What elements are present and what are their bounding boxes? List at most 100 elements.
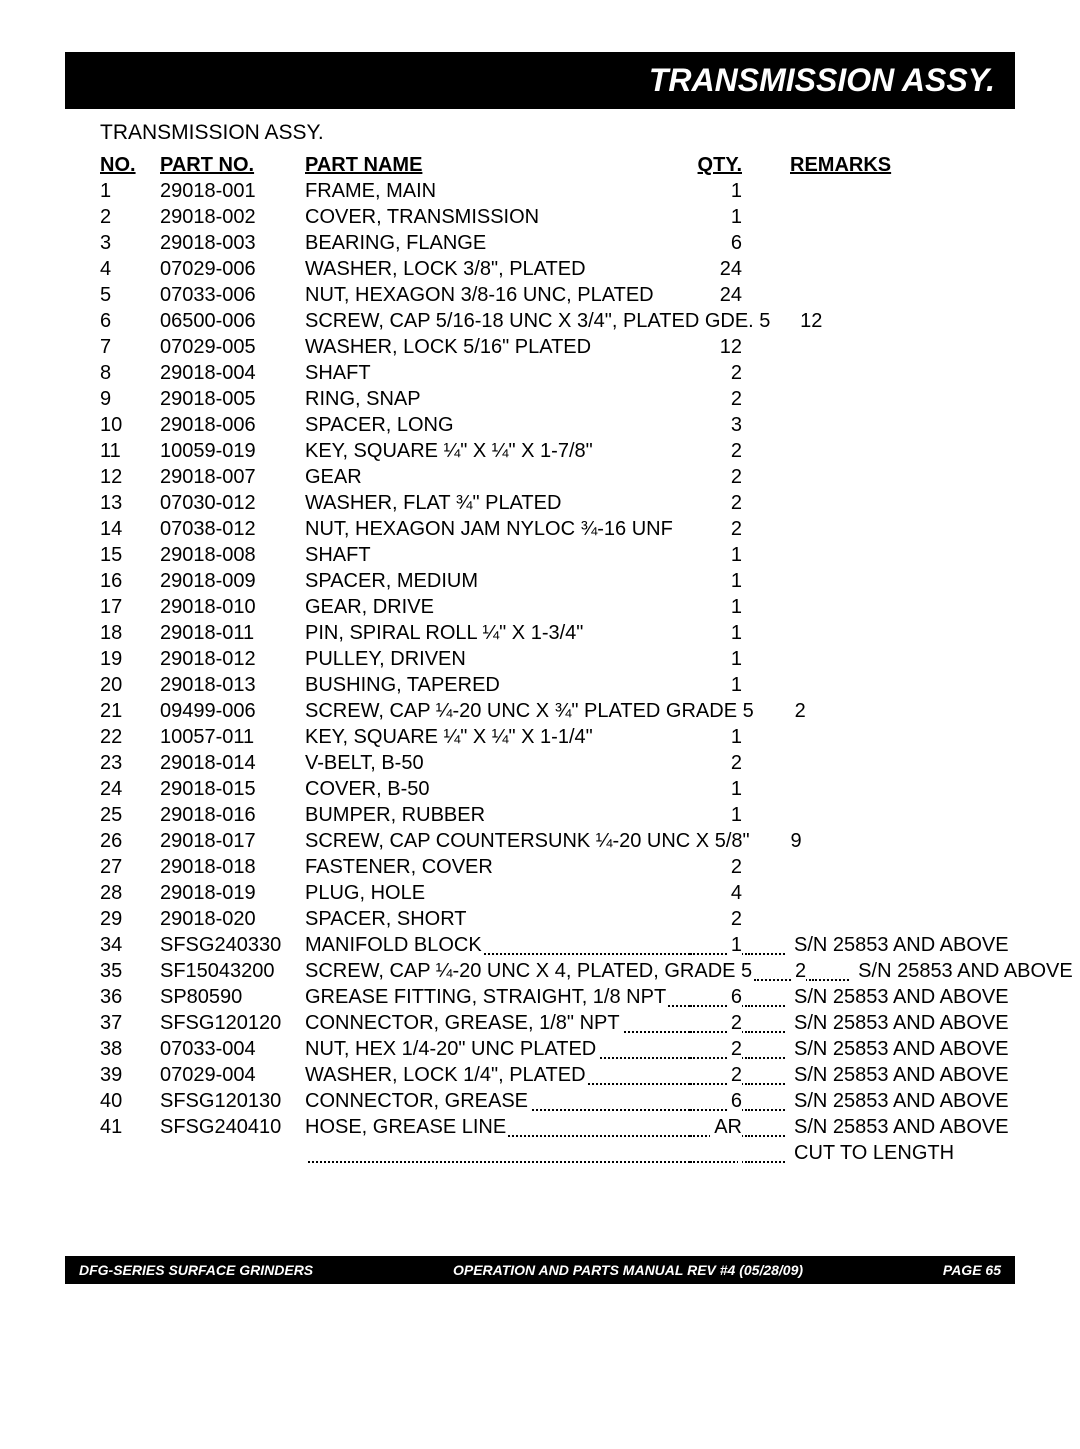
cell-no: 15 <box>100 542 160 568</box>
cell-qty: 1 <box>690 204 750 230</box>
cell-qty: 12 <box>770 308 830 334</box>
cell-remarks <box>814 698 1079 724</box>
cell-name <box>305 1140 690 1166</box>
table-row: 2109499-006SCREW, CAP ¼-20 UNC X ¾" PLAT… <box>100 698 1015 724</box>
cell-remarks <box>750 360 1015 386</box>
cell-no: 7 <box>100 334 160 360</box>
cell-no: 40 <box>100 1088 160 1114</box>
cell-qty: 2 <box>690 360 750 386</box>
cell-no: 11 <box>100 438 160 464</box>
cell-qty: 24 <box>690 282 750 308</box>
cell-no: 26 <box>100 828 160 854</box>
cell-remarks: CUT TO LENGTH <box>750 1140 1015 1166</box>
cell-partno: 29018-014 <box>160 750 305 776</box>
table-row: 41SFSG240410HOSE, GREASE LINEARS/N 25853… <box>100 1114 1015 1140</box>
table-row: 1110059-019KEY, SQUARE ¼" X ¼" X 1-7/8"2 <box>100 438 1015 464</box>
cell-partno: 29018-017 <box>160 828 305 854</box>
cell-partno: 29018-012 <box>160 646 305 672</box>
cell-no: 24 <box>100 776 160 802</box>
table-row: 1407038-012NUT, HEXAGON JAM NYLOC ¾-16 U… <box>100 516 1015 542</box>
cell-name: GREASE FITTING, STRAIGHT, 1/8 NPT <box>305 984 690 1010</box>
footer-center: OPERATION AND PARTS MANUAL REV #4 (05/28… <box>313 1262 943 1278</box>
cell-partno: 29018-013 <box>160 672 305 698</box>
cell-remarks <box>750 256 1015 282</box>
cell-remarks: S/N 25853 AND ABOVE <box>750 1010 1015 1036</box>
table-row: 3907029-004WASHER, LOCK 1/4", PLATED2S/N… <box>100 1062 1015 1088</box>
table-row: 606500-006SCREW, CAP 5/16-18 UNC X 3/4",… <box>100 308 1015 334</box>
cell-remarks <box>750 750 1015 776</box>
cell-name: PLUG, HOLE <box>305 880 690 906</box>
table-row: 3807033-004NUT, HEX 1/4-20" UNC PLATED2S… <box>100 1036 1015 1062</box>
table-row: 229018-002COVER, TRANSMISSION1 <box>100 204 1015 230</box>
cell-remarks <box>810 828 1075 854</box>
cell-name: GEAR <box>305 464 690 490</box>
cell-qty: 2 <box>690 438 750 464</box>
cell-name: BUMPER, RUBBER <box>305 802 690 828</box>
cell-qty: 1 <box>690 646 750 672</box>
cell-partno: 09499-006 <box>160 698 305 724</box>
cell-remarks <box>750 672 1015 698</box>
cell-no <box>100 1140 160 1166</box>
col-header-remarks: REMARKS <box>750 152 1015 178</box>
table-row: 1929018-012PULLEY, DRIVEN1 <box>100 646 1015 672</box>
cell-name: GEAR, DRIVE <box>305 594 690 620</box>
cell-partno: 10057-011 <box>160 724 305 750</box>
cell-name: CONNECTOR, GREASE <box>305 1088 690 1114</box>
cell-no: 19 <box>100 646 160 672</box>
table-row: 929018-005RING, SNAP2 <box>100 386 1015 412</box>
cell-name: FASTENER, COVER <box>305 854 690 880</box>
cell-no: 17 <box>100 594 160 620</box>
cell-name: SCREW, CAP COUNTERSUNK ¼-20 UNC X 5/8" <box>305 828 750 854</box>
cell-qty: 2 <box>754 698 814 724</box>
cell-no: 13 <box>100 490 160 516</box>
cell-remarks <box>750 542 1015 568</box>
cell-partno <box>160 1140 305 1166</box>
cell-qty: 2 <box>690 1036 750 1062</box>
cell-qty: 6 <box>690 984 750 1010</box>
cell-name: BUSHING, TAPERED <box>305 672 690 698</box>
cell-qty: 9 <box>750 828 810 854</box>
table-row: 37SFSG120120CONNECTOR, GREASE, 1/8" NPT2… <box>100 1010 1015 1036</box>
cell-no: 3 <box>100 230 160 256</box>
table-row: 707029-005WASHER, LOCK 5/16" PLATED12 <box>100 334 1015 360</box>
cell-partno: 29018-019 <box>160 880 305 906</box>
col-header-qty: QTY. <box>690 152 750 178</box>
cell-no: 2 <box>100 204 160 230</box>
cell-qty: 1 <box>690 802 750 828</box>
cell-name: MANIFOLD BLOCK <box>305 932 690 958</box>
cell-remarks <box>750 334 1015 360</box>
cell-qty: 2 <box>690 490 750 516</box>
cell-remarks <box>750 204 1015 230</box>
cell-qty: 2 <box>690 516 750 542</box>
cell-qty: 1 <box>690 776 750 802</box>
cell-no: 10 <box>100 412 160 438</box>
cell-partno: 29018-004 <box>160 360 305 386</box>
cell-partno: 07038-012 <box>160 516 305 542</box>
cell-qty: 2 <box>754 958 814 984</box>
table-row: 1307030-012WASHER, FLAT ¾" PLATED2 <box>100 490 1015 516</box>
cell-partno: 29018-016 <box>160 802 305 828</box>
cell-qty: 24 <box>690 256 750 282</box>
table-row: 2929018-020SPACER, SHORT2 <box>100 906 1015 932</box>
cell-remarks: S/N 25853 AND ABOVE <box>750 1062 1015 1088</box>
cell-partno: SF15043200 <box>160 958 305 984</box>
cell-remarks <box>750 802 1015 828</box>
cell-qty: AR <box>690 1114 750 1140</box>
cell-partno: 07029-006 <box>160 256 305 282</box>
cell-partno: 29018-001 <box>160 178 305 204</box>
col-header-no: NO. <box>100 152 160 178</box>
table-row: 35SF15043200SCREW, CAP ¼-20 UNC X 4, PLA… <box>100 958 1015 984</box>
table-row: 2829018-019PLUG, HOLE4 <box>100 880 1015 906</box>
cell-no: 35 <box>100 958 160 984</box>
cell-name: PIN, SPIRAL ROLL ¼" X 1-3/4" <box>305 620 690 646</box>
cell-qty: 12 <box>690 334 750 360</box>
cell-name: NUT, HEXAGON 3/8-16 UNC, PLATED <box>305 282 690 308</box>
cell-remarks <box>750 516 1015 542</box>
cell-remarks <box>750 646 1015 672</box>
table-row: 329018-003BEARING, FLANGE6 <box>100 230 1015 256</box>
page-header-bar: TRANSMISSION ASSY. <box>65 52 1015 109</box>
cell-no: 14 <box>100 516 160 542</box>
cell-remarks <box>750 386 1015 412</box>
cell-no: 27 <box>100 854 160 880</box>
cell-no: 29 <box>100 906 160 932</box>
